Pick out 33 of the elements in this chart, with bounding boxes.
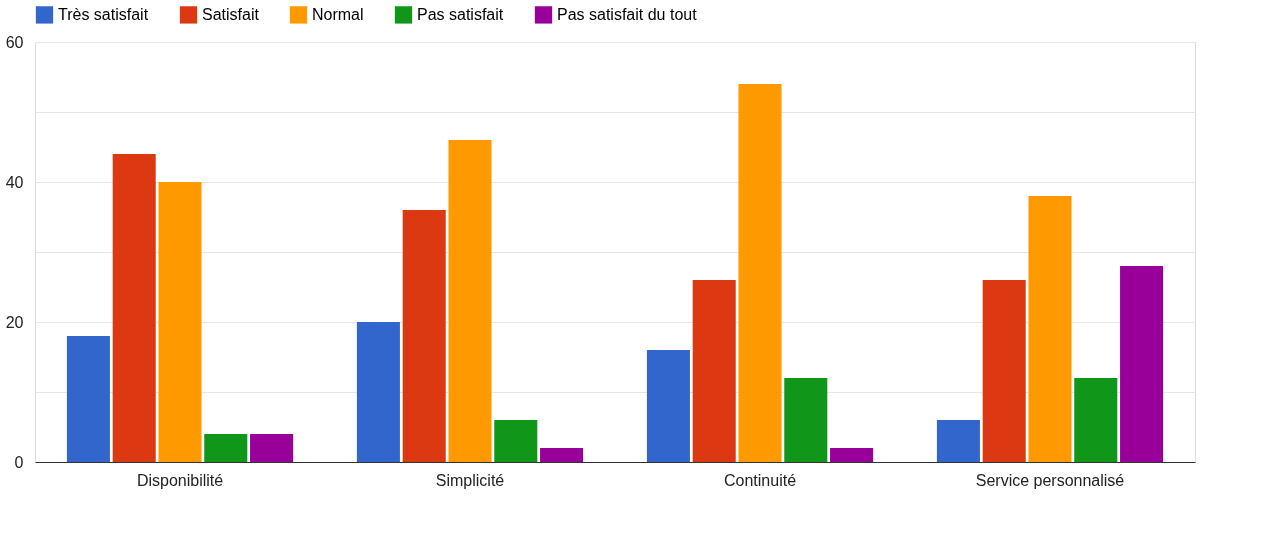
- bar: [356, 322, 400, 462]
- bar: [1028, 196, 1072, 462]
- x-tick-label: Continuité: [723, 471, 797, 489]
- x-tick-label: Service personnalisé: [975, 471, 1125, 489]
- legend-label: Pas satisfait du tout: [557, 5, 698, 23]
- legend-label: Très satisfait: [58, 5, 149, 23]
- bar: [830, 448, 874, 462]
- bar: [204, 434, 248, 462]
- x-tick-label: Simplicité: [435, 471, 505, 489]
- bar: [692, 280, 736, 462]
- legend-label: Satisfait: [202, 5, 260, 23]
- bar: [982, 280, 1026, 462]
- y-tick-label: 20: [5, 313, 24, 331]
- bar: [112, 154, 156, 462]
- bar: [784, 378, 828, 462]
- bar: [646, 350, 690, 462]
- bar: [158, 182, 202, 462]
- bar: [1074, 378, 1118, 462]
- bar: [494, 420, 538, 462]
- bar: [738, 84, 782, 462]
- bar: [66, 336, 110, 462]
- y-tick-label: 60: [5, 33, 24, 51]
- bar: [402, 210, 446, 462]
- bar: [250, 434, 294, 462]
- bar: [936, 420, 980, 462]
- y-tick-label: 0: [14, 453, 24, 471]
- legend-label: Pas satisfait: [417, 5, 504, 23]
- bar: [448, 140, 492, 462]
- x-tick-label: Disponibilité: [136, 471, 224, 489]
- bar: [1120, 266, 1164, 462]
- y-tick-label: 40: [5, 173, 24, 191]
- bar: [540, 448, 584, 462]
- legend-label: Normal: [312, 5, 364, 23]
